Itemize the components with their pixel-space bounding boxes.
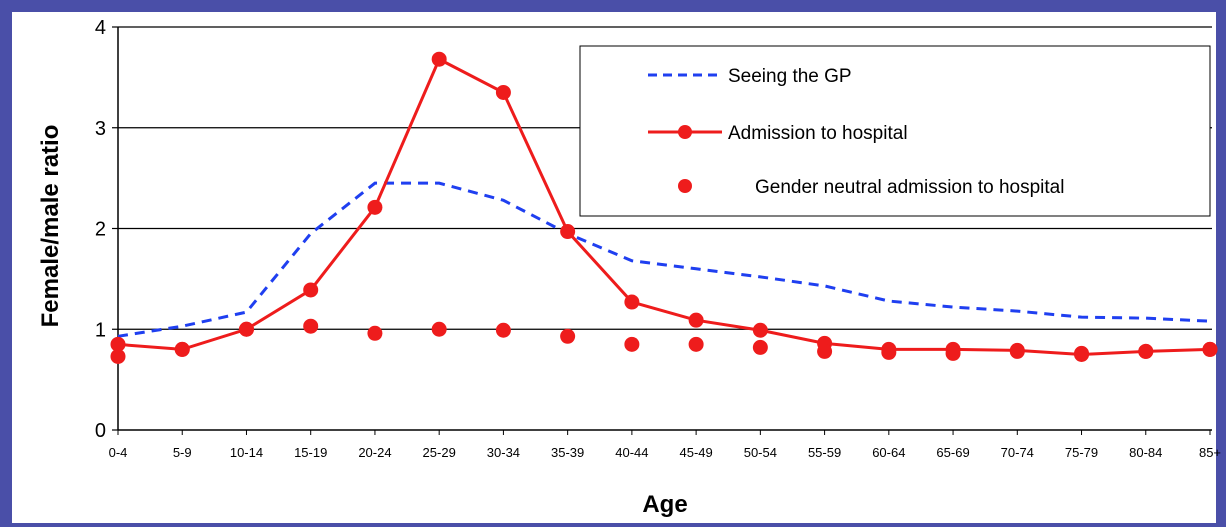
neutral-point <box>110 348 126 364</box>
x-tick-label: 45-49 <box>679 445 712 460</box>
hospital-point <box>752 322 768 338</box>
x-tick-label: 10-14 <box>230 445 263 460</box>
x-tick-label: 70-74 <box>1001 445 1034 460</box>
x-tick-labels: 0-4 5-9 10-14 15-19 20-24 25-29 30-34 35-39 40-4… <box>109 430 1221 460</box>
neutral-point <box>495 322 511 338</box>
hospital-point <box>110 336 126 352</box>
hospital-point <box>560 224 576 240</box>
hospital-series-line <box>117 57 1211 356</box>
y-tick-label: 1 <box>95 319 106 341</box>
hospital-point <box>431 51 447 67</box>
x-tick-label: 50-54 <box>744 445 777 460</box>
neutral-point <box>303 318 319 334</box>
x-tick-label: 5-9 <box>173 445 192 460</box>
neutral-point <box>367 325 383 341</box>
neutral-point <box>1138 343 1154 359</box>
x-tick-label: 55-59 <box>808 445 841 460</box>
legend-gp-label: Seeing the GP <box>728 66 852 87</box>
x-tick-label: 60-64 <box>872 445 905 460</box>
x-tick-label: 85+ <box>1199 445 1221 460</box>
x-tick-label: 20-24 <box>358 445 391 460</box>
x-tick-label: 30-34 <box>487 445 520 460</box>
neutral-point <box>1202 341 1218 357</box>
x-tick-label: 75-79 <box>1065 445 1098 460</box>
neutral-point <box>560 328 576 344</box>
x-tick-label: 35-39 <box>551 445 584 460</box>
neutral-point <box>688 336 704 352</box>
series-layer <box>110 51 1218 364</box>
hospital-point <box>624 294 640 310</box>
neutral-point <box>881 344 897 360</box>
x-tick-label: 25-29 <box>423 445 456 460</box>
gp-series-line <box>117 181 1211 338</box>
hospital-point <box>495 84 511 100</box>
neutral-point <box>945 345 961 361</box>
y-axis-title: Female/male ratio <box>37 125 64 328</box>
legend-neutral-marker <box>678 179 692 193</box>
x-tick-label: 15-19 <box>294 445 327 460</box>
legend-neutral-label: Gender neutral admission to hospital <box>755 177 1064 198</box>
hospital-point <box>303 282 319 298</box>
y-tick-label: 0 <box>95 420 106 442</box>
x-tick-label: 0-4 <box>109 445 128 460</box>
hospital-point <box>367 199 383 215</box>
neutral-point <box>431 321 447 337</box>
neutral-point <box>174 341 190 357</box>
y-tick-labels: 0 1 2 3 4 <box>95 17 106 442</box>
x-tick-label: 65-69 <box>936 445 969 460</box>
neutral-point <box>238 321 254 337</box>
neutral-point <box>624 336 640 352</box>
x-axis-title: Age <box>642 491 687 518</box>
x-tick-label: 40-44 <box>615 445 648 460</box>
neutral-point <box>752 339 768 355</box>
y-tick-label: 2 <box>95 219 106 241</box>
legend-hospital-label: Admission to hospital <box>728 123 908 144</box>
neutral-point <box>1074 345 1090 361</box>
x-tick-label: 80-84 <box>1129 445 1162 460</box>
y-tick-label: 4 <box>95 17 106 39</box>
neutral-point <box>1009 343 1025 359</box>
legend: Seeing the GP Admission to hospital Gend… <box>579 45 1211 217</box>
y-tick-label: 3 <box>95 118 106 140</box>
neutral-point <box>817 343 833 359</box>
legend-hospital-marker <box>678 125 692 139</box>
hospital-point <box>688 312 704 328</box>
